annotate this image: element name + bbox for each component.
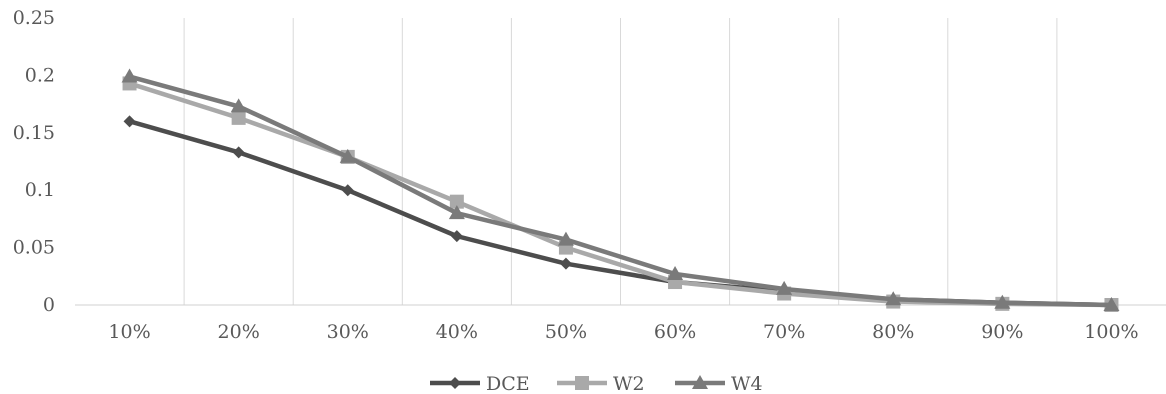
x-tick-label: 40%	[436, 321, 478, 343]
data-point	[450, 230, 463, 243]
y-tick-label: 0.05	[13, 237, 55, 259]
gridlines	[183, 18, 1058, 305]
x-tick-label: 50%	[545, 321, 587, 343]
x-tick-label: 60%	[654, 321, 696, 343]
legend: DCE W2 W4	[430, 373, 763, 394]
y-tick-label: 0	[43, 294, 55, 316]
data-point	[667, 266, 684, 281]
legend-marker	[692, 375, 708, 389]
x-tick-label: 80%	[872, 321, 914, 343]
data-point	[123, 115, 136, 128]
legend-marker	[575, 376, 589, 390]
data-point	[231, 110, 246, 125]
data-point	[230, 98, 247, 113]
data-point	[559, 257, 572, 270]
x-tick-label: 30%	[327, 321, 369, 343]
legend-item: W4	[675, 373, 763, 394]
data-point	[557, 231, 574, 246]
legend-item: W2	[557, 373, 645, 394]
series-w4	[121, 68, 1120, 311]
legend-label: DCE	[486, 373, 530, 394]
x-tick-label: 20%	[218, 321, 260, 343]
legend-item: DCE	[430, 373, 530, 394]
y-tick-label: 0.15	[13, 122, 55, 144]
data-point	[232, 146, 245, 159]
data-point	[339, 148, 356, 163]
data-point	[885, 291, 902, 306]
x-tick-label: 10%	[108, 321, 150, 343]
legend-marker	[449, 377, 461, 389]
data-point	[776, 280, 793, 295]
x-tick-label: 90%	[981, 321, 1023, 343]
data-point	[1103, 297, 1120, 311]
legend-label: W4	[731, 373, 763, 394]
x-tick-label: 100%	[1084, 321, 1138, 343]
legend-label: W2	[613, 373, 645, 394]
x-axis-ticks: 10% 20% 30% 40% 50% 60% 70% 80% 90% 100%	[108, 321, 1138, 343]
data-point	[341, 184, 354, 197]
x-tick-label: 70%	[763, 321, 805, 343]
data-point	[994, 294, 1011, 309]
y-tick-label: 0.2	[25, 64, 55, 86]
y-tick-label: 0.1	[25, 179, 55, 201]
series-line	[128, 74, 1112, 308]
y-tick-label: 0.25	[13, 7, 55, 29]
data-point	[449, 194, 464, 209]
series-layer	[121, 68, 1120, 312]
data-point	[121, 68, 138, 83]
y-axis-ticks: 0 0.05 0.1 0.15 0.2 0.25	[13, 7, 55, 316]
data-point	[448, 205, 465, 220]
